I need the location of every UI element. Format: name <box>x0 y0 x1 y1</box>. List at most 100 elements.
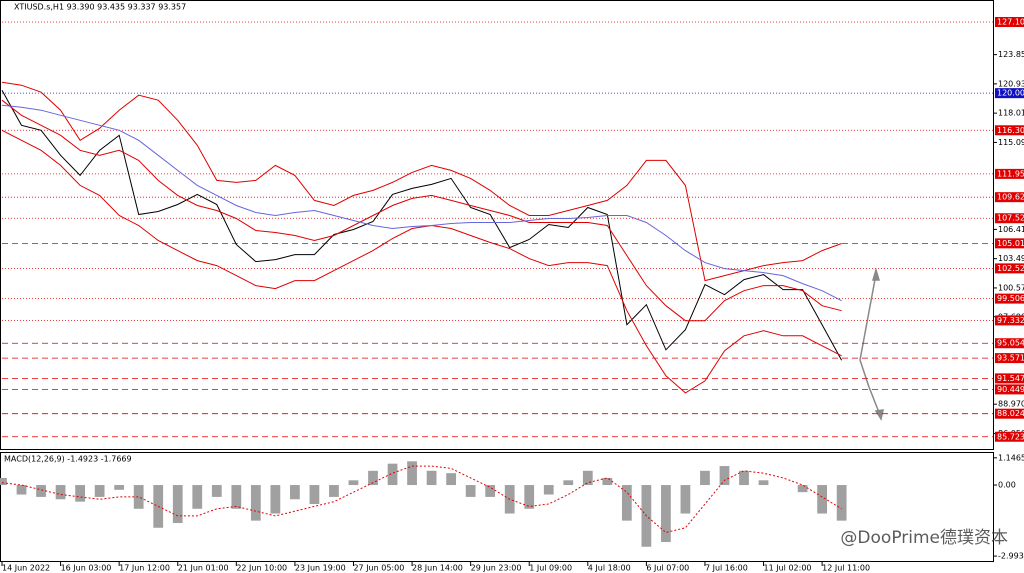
level-tag <box>995 315 1024 326</box>
histogram-bar <box>270 485 281 514</box>
histogram-bar <box>172 485 183 524</box>
level-label: 97.332 <box>997 316 1024 325</box>
level-label: 90.449 <box>997 385 1024 394</box>
level-label: 111.950 <box>997 169 1024 178</box>
histogram-bar <box>407 461 417 486</box>
level-label: 95.054 <box>997 339 1024 348</box>
level-tag <box>995 408 1024 419</box>
level-label: 99.506 <box>997 294 1024 303</box>
histogram-bar <box>758 480 769 486</box>
x-tick-label: 27 Jun 05:00 <box>353 564 404 573</box>
x-tick-label: 23 Jun 19:00 <box>295 564 346 573</box>
y-tick-label: 88.970 <box>998 400 1024 409</box>
histogram-bar <box>192 485 203 509</box>
level-label: 120.005 <box>997 89 1024 98</box>
y-tick-label: -2.9934 <box>998 552 1024 561</box>
price-pane <box>0 0 994 450</box>
y-tick-label: 100.570 <box>998 283 1024 292</box>
y-tick-label: 120.930 <box>998 79 1024 88</box>
series-line <box>1 81 842 282</box>
level-tag <box>995 88 1024 99</box>
level-tag <box>995 373 1024 384</box>
histogram-bar <box>797 485 808 493</box>
x-tick-label: 29 Jun 23:00 <box>471 564 522 573</box>
level-tag <box>995 17 1024 28</box>
level-tag <box>995 238 1024 249</box>
projection-arrows <box>859 267 884 421</box>
y-tick-label: 103.490 <box>998 254 1024 263</box>
level-label: 127.104 <box>997 18 1024 27</box>
x-tick-label: 17 Jun 12:00 <box>119 564 170 573</box>
histogram-bar <box>524 485 535 509</box>
level-tag <box>995 353 1024 364</box>
histogram-bar <box>661 485 671 543</box>
histogram-bar <box>16 485 27 495</box>
x-tick-label: 21 Jun 01:00 <box>178 564 229 573</box>
histogram-bar <box>36 485 46 497</box>
histogram-bar <box>602 477 613 486</box>
x-tick-label: 11 Jul 02:00 <box>764 564 812 573</box>
watermark: @DooPrime德璞资本 <box>840 528 1008 548</box>
histogram-bar <box>231 485 242 509</box>
histogram-bar <box>387 463 398 486</box>
x-tick-label: 6 Jul 07:00 <box>646 564 689 573</box>
histogram-bar <box>719 466 730 486</box>
level-tag <box>995 263 1024 274</box>
histogram-bar <box>621 485 632 521</box>
histogram-bar <box>0 477 7 486</box>
histogram-bar <box>836 485 847 521</box>
x-tick-label: 12 Jul 11:00 <box>822 564 870 573</box>
level-tag <box>995 168 1024 179</box>
histogram-bar <box>368 470 378 486</box>
histogram-bar <box>309 485 320 505</box>
level-tag <box>995 125 1024 136</box>
level-tag <box>995 192 1024 203</box>
level-tag <box>995 431 1024 442</box>
histogram-bar <box>739 470 749 486</box>
level-label: 105.019 <box>997 239 1024 248</box>
level-label: 109.627 <box>997 193 1024 202</box>
y-tick-label: 106.410 <box>998 225 1024 234</box>
histogram-bar <box>426 470 437 486</box>
series-line <box>1 89 843 361</box>
histogram-bar <box>817 485 827 514</box>
histogram-bar <box>94 485 105 497</box>
series-line <box>1 104 842 302</box>
histogram-bar <box>133 485 144 509</box>
x-tick-label: 14 Jun 2022 <box>2 564 50 573</box>
x-tick-label: 4 Jul 18:00 <box>588 564 631 573</box>
histogram-bar <box>465 485 476 497</box>
y-tick-label: 118.010 <box>998 109 1024 118</box>
series-line <box>1 99 842 322</box>
level-label: 85.723 <box>997 432 1024 441</box>
histogram-bar <box>563 480 574 486</box>
symbol-header: XTIUSD.s,H1 93.390 93.435 93.337 93.357 <box>14 3 186 12</box>
histogram-bar <box>290 485 300 500</box>
histogram-bar <box>75 485 85 502</box>
y-tick-label: 1.1465 <box>998 453 1024 462</box>
histogram-bar <box>55 485 66 500</box>
histogram-bar <box>543 485 554 495</box>
x-tick-label: 7 Jul 16:00 <box>705 564 748 573</box>
histogram-bar <box>329 485 339 497</box>
x-tick-label: 22 Jun 10:00 <box>236 564 287 573</box>
histogram-bar <box>250 485 261 521</box>
level-tag <box>995 293 1024 304</box>
level-label: 102.521 <box>997 264 1024 273</box>
level-tag <box>995 338 1024 349</box>
histogram-bar <box>485 485 496 497</box>
y-tick-label: 115.090 <box>998 138 1024 147</box>
x-tick-label: 28 Jun 14:00 <box>412 564 463 573</box>
histogram-bar <box>114 485 125 490</box>
level-label: 88.024 <box>997 409 1024 418</box>
histogram-bar <box>700 470 710 486</box>
series-line <box>1 465 842 534</box>
level-label: 107.525 <box>997 214 1024 223</box>
y-tick-label: 0.00 <box>998 481 1016 490</box>
histogram-bar <box>582 470 593 486</box>
x-tick-label: 1 Jul 09:00 <box>529 564 572 573</box>
histogram-bar <box>446 473 456 486</box>
level-tag <box>995 384 1024 395</box>
